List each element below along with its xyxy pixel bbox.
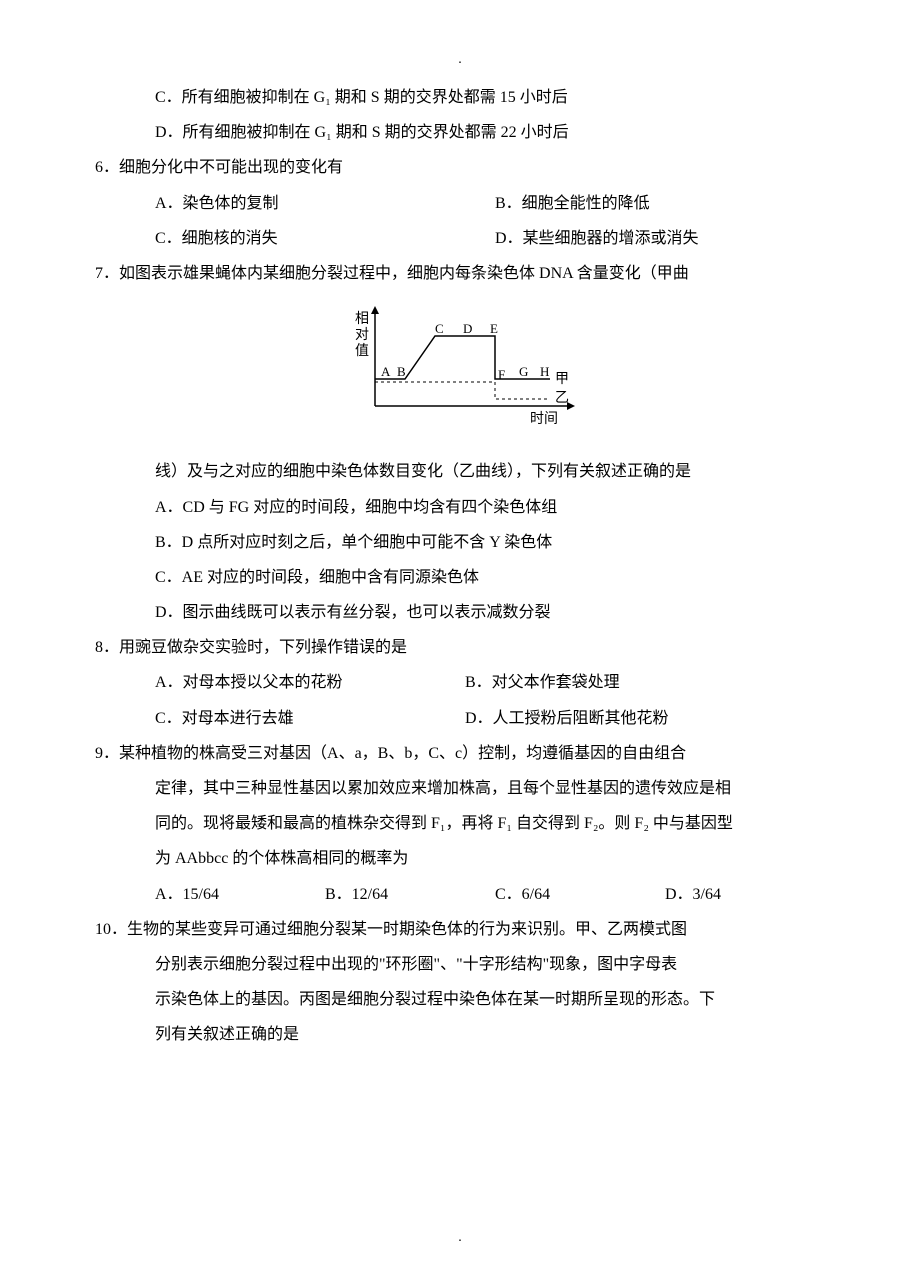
q6-option-c: C．细胞核的消失	[155, 221, 495, 256]
q6-option-b: B．细胞全能性的降低	[495, 186, 650, 221]
chart-label-g: G	[519, 364, 528, 379]
q9-cont1: 定律，其中三种显性基因以累加效应来增加株高，且每个显性基因的遗传效应是相	[95, 771, 835, 806]
q9-option-c: C．6/64	[495, 877, 665, 912]
q5-option-d: D．所有细胞被抑制在 G₁ 期和 S 期的交界处都需 22 小时后	[95, 115, 835, 150]
q7-option-a: A．CD 与 FG 对应的时间段，细胞中均含有四个染色体组	[95, 490, 835, 525]
q6-option-a: A．染色体的复制	[155, 186, 495, 221]
page-top-dot: .	[458, 45, 462, 76]
q7-num: 7．	[95, 265, 119, 282]
chart-ylabel-2: 对	[355, 327, 369, 343]
q9-option-d: D．3/64	[665, 877, 835, 912]
chart-ylabel-1: 相	[355, 311, 369, 327]
q8-option-b: B．对父本作套袋处理	[465, 665, 620, 700]
q8-option-c: C．对母本进行去雄	[155, 701, 465, 736]
q6-text: 细胞分化中不可能出现的变化有	[119, 159, 343, 176]
q7-option-d: D．图示曲线既可以表示有丝分裂，也可以表示减数分裂	[95, 595, 835, 630]
q9-stem: 9．某种植物的株高受三对基因（A、a，B、b，C、c）控制，均遵循基因的自由组合	[95, 736, 835, 771]
q5-option-c: C．所有细胞被抑制在 G₁ 期和 S 期的交界处都需 15 小时后	[95, 80, 835, 115]
q8-num: 8．	[95, 639, 119, 656]
q6-option-d: D．某些细胞器的增添或消失	[495, 221, 699, 256]
chart-label-e: E	[490, 321, 498, 336]
q7-chart: 相 对 值 A B C D E F G H 甲 乙 时间	[95, 301, 835, 449]
q9-cont2: 同的。现将最矮和最高的植株杂交得到 F₁，再将 F₁ 自交得到 F₂。则 F₂ …	[95, 806, 835, 841]
q10-cont1: 分别表示细胞分裂过程中出现的"环形圈"、"十字形结构"现象，图中字母表	[95, 947, 835, 982]
chart-label-c: C	[435, 321, 444, 336]
chart-xlabel: 时间	[530, 411, 558, 427]
q8-stem: 8．用豌豆做杂交实验时，下列操作错误的是	[95, 630, 835, 665]
chart-label-yi: 乙	[555, 390, 569, 406]
q10-text: 生物的某些变异可通过细胞分裂某一时期染色体的行为来识别。甲、乙两模式图	[127, 921, 687, 938]
q10-stem: 10．生物的某些变异可通过细胞分裂某一时期染色体的行为来识别。甲、乙两模式图	[95, 912, 835, 947]
q9-cont3: 为 AAbbcc 的个体株高相同的概率为	[95, 841, 835, 876]
q6-stem: 6．细胞分化中不可能出现的变化有	[95, 150, 835, 185]
q10-cont2: 示染色体上的基因。丙图是细胞分裂过程中染色体在某一时期所呈现的形态。下	[95, 982, 835, 1017]
chart-label-h: H	[540, 364, 549, 379]
q8-text: 用豌豆做杂交实验时，下列操作错误的是	[119, 639, 407, 656]
q8-option-a: A．对母本授以父本的花粉	[155, 665, 465, 700]
q7-text: 如图表示雄果蝇体内某细胞分裂过程中，细胞内每条染色体 DNA 含量变化（甲曲	[119, 265, 689, 282]
q7-cont: 线）及与之对应的细胞中染色体数目变化（乙曲线），下列有关叙述正确的是	[95, 454, 835, 489]
chart-label-f: F	[498, 367, 505, 382]
q7-stem: 7．如图表示雄果蝇体内某细胞分裂过程中，细胞内每条染色体 DNA 含量变化（甲曲	[95, 256, 835, 291]
q10-cont3: 列有关叙述正确的是	[95, 1017, 835, 1052]
q9-text: 某种植物的株高受三对基因（A、a，B、b，C、c）控制，均遵循基因的自由组合	[119, 745, 686, 762]
q10-num: 10．	[95, 921, 127, 938]
q9-option-b: B．12/64	[325, 877, 495, 912]
page-bottom-dot: .	[458, 1223, 462, 1254]
q7-option-b: B．D 点所对应时刻之后，单个细胞中可能不含 Y 染色体	[95, 525, 835, 560]
chart-label-jia: 甲	[555, 372, 569, 387]
q8-option-d: D．人工授粉后阻断其他花粉	[465, 701, 669, 736]
q9-option-a: A．15/64	[155, 877, 325, 912]
chart-label-b: B	[397, 364, 406, 379]
chart-ylabel-3: 值	[355, 343, 369, 359]
q7-option-c: C．AE 对应的时间段，细胞中含有同源染色体	[95, 560, 835, 595]
q6-num: 6．	[95, 159, 119, 176]
chart-label-d: D	[463, 321, 472, 336]
chart-label-a: A	[381, 364, 391, 379]
q9-num: 9．	[95, 745, 119, 762]
